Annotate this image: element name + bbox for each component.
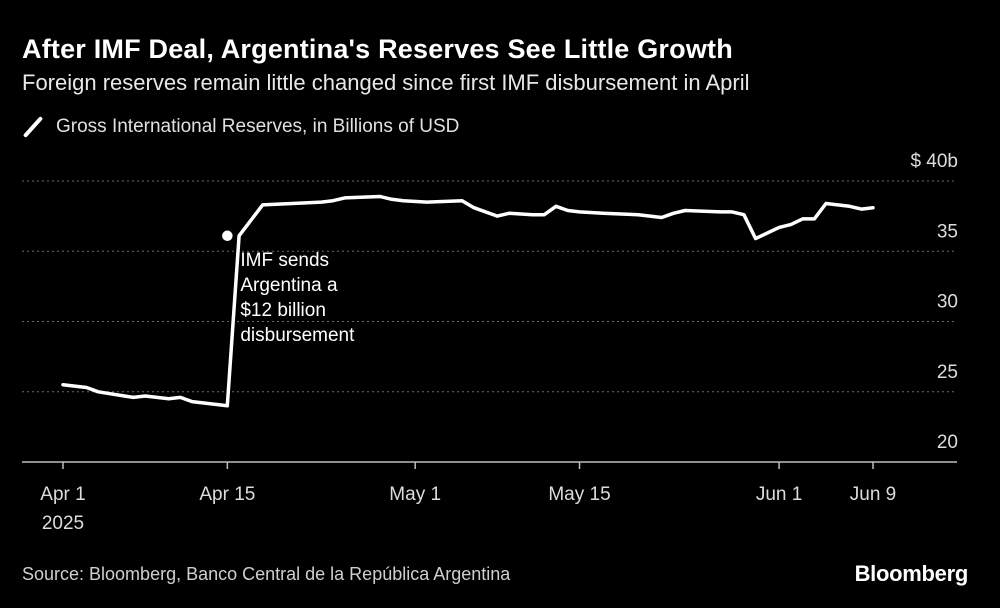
x-tick-label-61: Jun 1 xyxy=(756,484,802,505)
x-tick-sublabel-0: 2025 xyxy=(42,513,84,534)
chart-subtitle: Foreign reserves remain little changed s… xyxy=(22,70,750,95)
y-tick-label-40: $ 40b xyxy=(910,151,958,172)
y-tick-label-20: 20 xyxy=(937,432,958,453)
x-tick-label-44: May 15 xyxy=(548,484,610,505)
x-tick-label-0: Apr 1 xyxy=(40,484,85,505)
y-tick-label-25: 25 xyxy=(937,362,958,383)
chart-title: After IMF Deal, Argentina's Reserves See… xyxy=(22,34,733,64)
annotation-text-line-2: $12 billion xyxy=(240,300,326,321)
legend: Gross International Reserves, in Billion… xyxy=(22,116,459,138)
annotation-text-line-1: Argentina a xyxy=(240,275,338,296)
y-tick-label-30: 30 xyxy=(937,292,958,313)
source-note: Source: Bloomberg, Banco Central de la R… xyxy=(22,564,511,584)
legend-label: Gross International Reserves, in Billion… xyxy=(56,116,460,137)
y-tick-label-35: 35 xyxy=(937,221,958,242)
series-line-0 xyxy=(61,194,875,408)
annotation-text-line-0: IMF sends xyxy=(240,250,329,271)
annotation-marker xyxy=(220,229,235,243)
annotation-text-line-3: disbursement xyxy=(240,325,355,346)
x-tick-label-14: Apr 15 xyxy=(199,484,255,505)
bloomberg-logo: Bloomberg xyxy=(854,561,969,586)
x-tick-label-69: Jun 9 xyxy=(850,484,896,505)
x-tick-label-30: May 1 xyxy=(389,484,441,505)
